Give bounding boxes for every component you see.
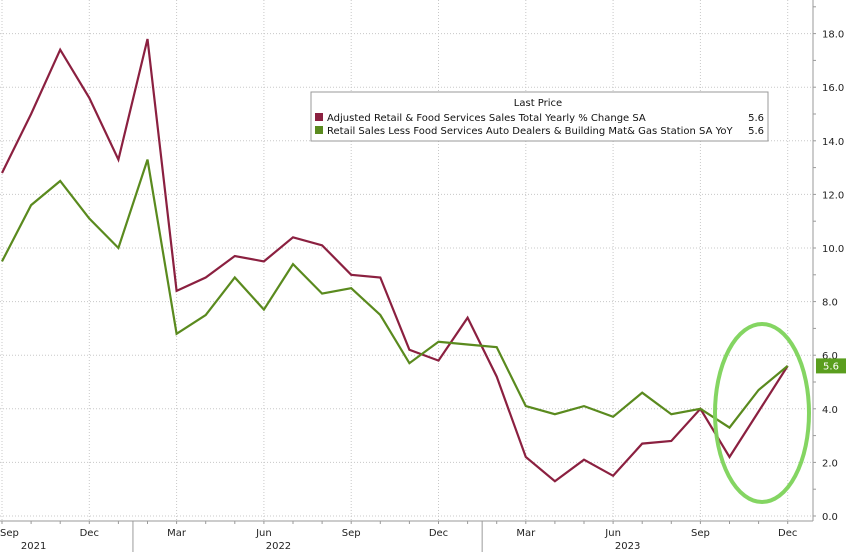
x-tick-label-8: Sep: [691, 528, 710, 539]
x-tick-label-9: Dec: [778, 528, 797, 539]
x-tick-label-1: Dec: [80, 528, 99, 539]
legend-box: [310, 91, 769, 142]
last-price-tag: 5.6: [816, 358, 846, 374]
y-tick-label-7: 14.0: [822, 137, 844, 148]
y-tick-label-5: 10.0: [822, 244, 844, 255]
grid-lines: [0, 0, 813, 521]
legend-value-2: 5.6: [748, 126, 764, 137]
highlight-ellipse: [713, 322, 811, 504]
x-tick-label-4: Sep: [342, 528, 361, 539]
y-tick-label-3: 6.0: [822, 351, 838, 362]
x-tick-label-3: Jun: [255, 528, 272, 539]
legend-label-2: Retail Sales Less Food Services Auto Dea…: [327, 126, 734, 137]
last-price-tag-text: 5.6: [823, 361, 839, 372]
highlight-ellipse-shape: [713, 322, 811, 504]
legend-title: Last Price: [514, 98, 562, 109]
legend: Last Price Adjusted Retail & Food Servic…: [310, 91, 769, 142]
legend-swatch-2: [315, 126, 323, 134]
axes: [0, 0, 816, 524]
x-tick-label-5: Dec: [429, 528, 448, 539]
legend-value-1: 5.6: [748, 113, 764, 124]
y-tick-label-2: 4.0: [822, 405, 838, 416]
x-year-label-1: 2022: [266, 541, 291, 552]
y-tick-label-4: 8.0: [822, 298, 838, 309]
x-year-label-0: 2021: [21, 541, 46, 552]
x-axis-ticks: Sep Dec Mar Jun Sep Dec Mar Jun Sep Dec 2021 2022 20…: [0, 521, 797, 552]
y-tick-label-6: 12.0: [822, 190, 844, 201]
legend-label-1: Adjusted Retail & Food Services Sales To…: [327, 113, 646, 124]
x-tick-label-0: Sep: [0, 528, 19, 539]
series-lines: [1, 38, 789, 483]
y-tick-label-8: 16.0: [822, 83, 844, 94]
y-tick-label-1: 2.0: [822, 458, 838, 469]
x-tick-label-7: Jun: [604, 528, 621, 539]
x-year-label-2: 2023: [615, 541, 640, 552]
y-tick-label-0: 0.0: [822, 512, 838, 523]
series-line-1: [1, 38, 789, 483]
series-line-2: [1, 159, 789, 430]
x-tick-label-2: Mar: [167, 528, 187, 539]
legend-swatch-1: [315, 113, 323, 121]
y-axis-ticks: 0.0 2.0 4.0 6.0 8.0 10.0 12.0 14.0 16.0 18.0: [822, 30, 844, 523]
y-tick-label-9: 18.0: [822, 30, 844, 41]
last-price-tag-bg: [816, 358, 846, 374]
x-tick-label-6: Mar: [516, 528, 536, 539]
